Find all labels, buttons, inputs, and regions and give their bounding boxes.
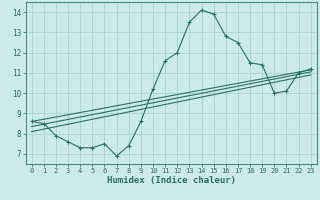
X-axis label: Humidex (Indice chaleur): Humidex (Indice chaleur) [107,176,236,185]
